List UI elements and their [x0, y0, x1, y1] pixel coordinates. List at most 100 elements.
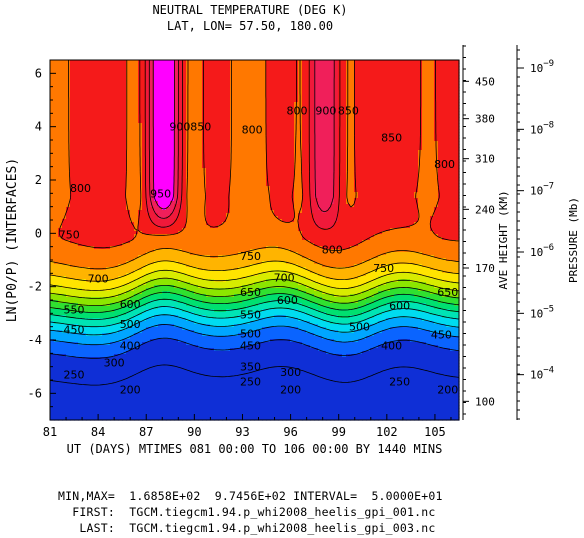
contour-cell [94, 168, 99, 172]
contour-cell [66, 153, 71, 157]
contour-cell [186, 159, 191, 163]
contour-cell [210, 303, 215, 307]
contour-cell [74, 273, 79, 277]
contour-cell [202, 147, 207, 151]
contour-cell [106, 261, 111, 265]
contour-cell [206, 192, 211, 196]
contour-cell [62, 282, 67, 286]
contour-cell [78, 135, 83, 139]
contour-cell [58, 117, 63, 121]
contour-cell [58, 222, 63, 226]
contour-cell [90, 330, 95, 334]
contour-cell [202, 402, 207, 406]
contour-cell [54, 249, 59, 253]
contour-cell [114, 60, 119, 64]
contour-cell [78, 69, 83, 73]
contour-cell [158, 267, 163, 271]
contour-cell [90, 360, 95, 364]
contour-cell [114, 300, 119, 304]
contour-cell [202, 276, 207, 280]
contour-cell [90, 378, 95, 382]
contour-fill [50, 60, 460, 421]
contour-cell [106, 378, 111, 382]
contour-cell [182, 138, 187, 142]
contour-cell [170, 285, 175, 289]
contour-cell [142, 228, 147, 232]
contour-cell [82, 144, 87, 148]
contour-cell [82, 387, 87, 391]
contour-cell [186, 372, 191, 376]
contour-cell [58, 333, 63, 337]
contour-cell [138, 390, 143, 394]
contour-cell [158, 108, 163, 112]
contour-cell [202, 219, 207, 223]
contour-cell [186, 186, 191, 190]
contour-cell [146, 222, 151, 226]
contour-cell [98, 141, 103, 145]
contour-cell [182, 240, 187, 244]
contour-cell [126, 198, 131, 202]
contour-cell [126, 225, 131, 229]
contour-cell [210, 81, 215, 85]
contour-cell [190, 309, 195, 313]
contour-cell [142, 231, 147, 235]
contour-cell [214, 228, 219, 232]
contour-cell [66, 336, 71, 340]
contour-cell [182, 180, 187, 184]
contour-cell [70, 282, 75, 286]
contour-cell [114, 231, 119, 235]
contour-cell [50, 231, 55, 235]
contour-cell [194, 249, 199, 253]
contour-cell [66, 249, 71, 253]
contour-cell [90, 270, 95, 274]
contour-cell [82, 321, 87, 325]
contour-cell [122, 288, 127, 292]
contour-cell [142, 381, 147, 385]
contour-cell [134, 144, 139, 148]
contour-cell [126, 105, 131, 109]
contour-cell [130, 234, 135, 238]
contour-cell [74, 267, 79, 271]
contour-cell [154, 186, 159, 190]
contour-cell [106, 297, 111, 301]
contour-cell [126, 375, 131, 379]
contour-cell [198, 117, 203, 121]
contour-cell [174, 246, 179, 250]
contour-cell [82, 402, 87, 406]
contour-cell [150, 72, 155, 76]
contour-cell [158, 231, 163, 235]
contour-cell [138, 141, 143, 145]
contour-cell [198, 123, 203, 127]
contour-cell [134, 267, 139, 271]
contour-cell [150, 69, 155, 73]
contour-cell [158, 105, 163, 109]
contour-cell [102, 330, 107, 334]
contour-cell [146, 312, 151, 316]
contour-cell [154, 60, 159, 64]
contour-cell [110, 180, 115, 184]
contour-cell [206, 408, 211, 412]
contour-cell [86, 204, 91, 208]
contour-cell [134, 105, 139, 109]
contour-cell [130, 84, 135, 88]
contour-cell [186, 399, 191, 403]
contour-cell [74, 366, 79, 370]
contour-cell [174, 405, 179, 409]
contour-cell [162, 417, 167, 421]
contour-cell [54, 138, 59, 142]
contour-cell [130, 60, 135, 64]
contour-cell [130, 66, 135, 70]
contour-cell [130, 141, 135, 145]
contour-cell [118, 63, 123, 67]
contour-cell [186, 93, 191, 97]
contour-cell [74, 378, 79, 382]
contour-cell [90, 405, 95, 409]
contour-cell [186, 261, 191, 265]
contour-cell [134, 273, 139, 277]
contour-cell [114, 396, 119, 400]
contour-cell [186, 309, 191, 313]
contour-cell [110, 75, 115, 79]
contour-cell [150, 336, 155, 340]
contour-cell [50, 408, 55, 412]
contour-cell [58, 219, 63, 223]
